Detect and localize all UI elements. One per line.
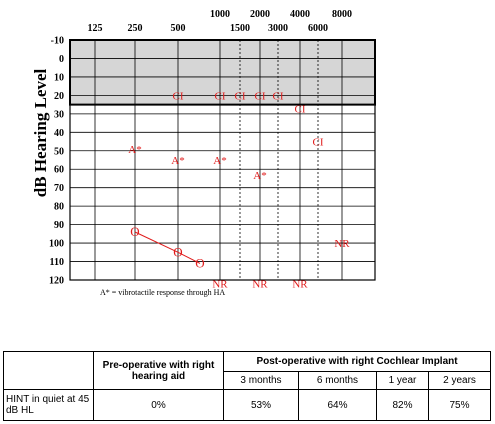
unaided-o-mark: O	[130, 224, 139, 239]
post-operative-header: Post-operative with right Cochlear Impla…	[222, 351, 492, 372]
value-3-months: 53%	[223, 389, 299, 421]
x-tick-label: 6000	[308, 23, 328, 34]
x-tick-label: 2000	[250, 9, 270, 20]
aided-vibrotactile-mark: A*	[128, 144, 141, 156]
table-header-row: Pre-operative with right hearing aid Pos…	[3, 351, 492, 390]
x-axis-ticks: 125 250 500 1000 2000 4000 8000 1500 3000 6000	[88, 9, 353, 34]
aided-vibrotactile-mark: A*	[213, 155, 226, 167]
y-axis-ticks: -10 0 10 20 30 40 50 60 70 80 90 100 110 120	[49, 36, 64, 287]
ci-mark: CI	[235, 90, 246, 102]
pre-operative-header: Pre-operative with right hearing aid	[93, 351, 224, 390]
value-6-months: 64%	[298, 389, 377, 421]
y-tick-label: -10	[51, 36, 64, 47]
y-tick-label: 0	[59, 54, 64, 65]
x-tick-label: 1500	[230, 23, 250, 34]
x-tick-label: 1000	[210, 9, 230, 20]
ci-mark: CI	[255, 90, 266, 102]
y-tick-label: 60	[54, 165, 64, 176]
y-tick-label: 100	[49, 239, 64, 250]
y-tick-label: 90	[54, 220, 64, 231]
ci-mark: CI	[273, 90, 284, 102]
value-2-years: 75%	[427, 389, 492, 421]
y-tick-label: 50	[54, 146, 64, 157]
y-tick-label: 10	[54, 72, 64, 83]
aided-vibrotactile-mark: A*	[171, 155, 184, 167]
subheader-2-years: 2 years	[427, 371, 492, 390]
subheader-3-months: 3 months	[223, 371, 299, 390]
y-tick-label: 20	[54, 91, 64, 102]
plot-border	[69, 39, 376, 281]
hint-results-table: Pre-operative with right hearing aid Pos…	[3, 351, 492, 421]
y-tick-label: 80	[54, 202, 64, 213]
value-pre-operative: 0%	[93, 389, 224, 421]
unaided-o-mark: O	[195, 255, 204, 270]
empty-corner-cell	[3, 351, 94, 390]
ci-mark: CI	[215, 90, 226, 102]
x-tick-label: 4000	[290, 9, 310, 20]
no-response-mark: NR	[292, 279, 308, 291]
y-tick-label: 40	[54, 128, 64, 139]
no-response-mark: NR	[334, 238, 350, 250]
value-1-year: 82%	[376, 389, 429, 421]
unaided-o-mark: O	[173, 244, 182, 259]
table-row: HINT in quiet at 45 dB HL 0% 53% 64% 82%…	[3, 389, 492, 421]
ci-mark: CI	[173, 90, 184, 102]
y-axis-label: dB Hearing Level	[31, 69, 50, 198]
subheader-1-year: 1 year	[376, 371, 429, 390]
y-tick-label: 120	[49, 276, 64, 287]
x-tick-label: 500	[171, 23, 186, 34]
y-tick-label: 70	[54, 183, 64, 194]
ci-mark: CI	[313, 137, 324, 149]
y-tick-label: 110	[50, 257, 64, 268]
aided-vibrotactile-mark: A*	[253, 170, 266, 182]
y-tick-label: 30	[54, 109, 64, 120]
plot-frame	[69, 39, 376, 281]
x-tick-label: 8000	[332, 9, 352, 20]
row-label-hint: HINT in quiet at 45 dB HL	[3, 389, 94, 421]
x-tick-label: 125	[88, 23, 103, 34]
vibrotactile-note: A* = vibrotactile response through HA	[100, 288, 225, 297]
shaded-normal-band	[69, 39, 376, 106]
no-response-mark: NR	[252, 279, 268, 291]
series-connector-line	[134, 231, 201, 264]
x-tick-label: 3000	[268, 23, 288, 34]
x-tick-label: 250	[128, 23, 143, 34]
subheader-6-months: 6 months	[298, 371, 377, 390]
no-response-mark: NR	[212, 279, 228, 291]
ci-mark: CI	[295, 103, 306, 115]
